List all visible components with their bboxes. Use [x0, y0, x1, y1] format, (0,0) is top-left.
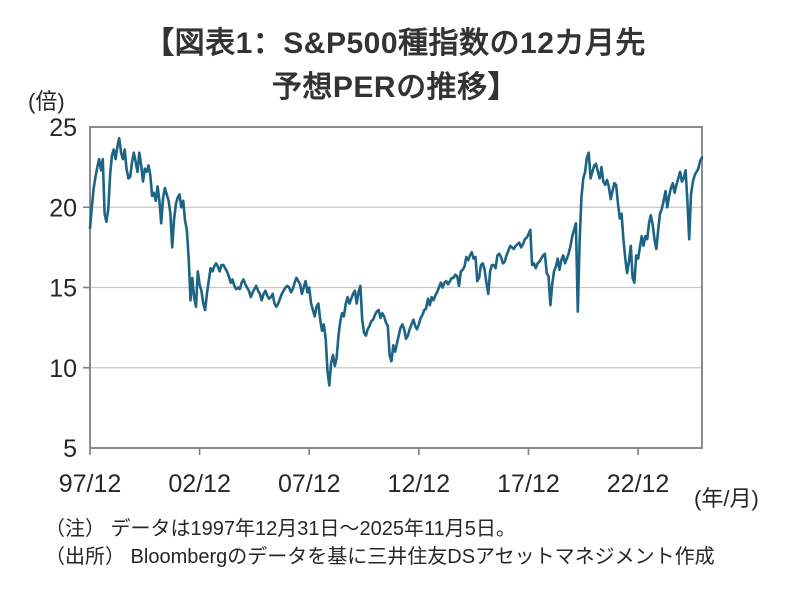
x-tick-label: 07/12 [278, 470, 341, 498]
source-line: （出所） Bloombergのデータを基に三井住友DSアセットマネジメント作成 [45, 546, 715, 568]
x-tick-label: 22/12 [607, 470, 670, 498]
x-axis-unit-label: (年/月) [694, 486, 759, 511]
y-tick-label: 20 [49, 194, 77, 222]
y-tick-label: 5 [63, 435, 77, 463]
x-tick-label: 12/12 [388, 470, 451, 498]
y-axis-unit-label: (倍) [28, 89, 65, 114]
chart-title-line2: 予想PERの推移】 [271, 71, 519, 104]
chart-title-line1: 【図表1：S&P500種指数の12カ月先 [144, 27, 646, 60]
plot-frame [89, 126, 703, 449]
note-line: （注） データは1997年12月31日～2025年11月5日。 [45, 518, 516, 540]
y-tick-label: 25 [49, 114, 77, 142]
chart-notes: （注） データは1997年12月31日～2025年11月5日。 （出所） Blo… [45, 515, 715, 571]
x-tick-label: 17/12 [497, 470, 560, 498]
chart-title: 【図表1：S&P500種指数の12カ月先 予想PERの推移】 [0, 22, 790, 110]
x-tick-label: 02/12 [168, 470, 231, 498]
y-tick-label: 15 [49, 275, 77, 303]
y-tick-label: 10 [49, 355, 77, 383]
per-series-line [88, 136, 704, 387]
x-tick-label: 97/12 [59, 470, 122, 498]
